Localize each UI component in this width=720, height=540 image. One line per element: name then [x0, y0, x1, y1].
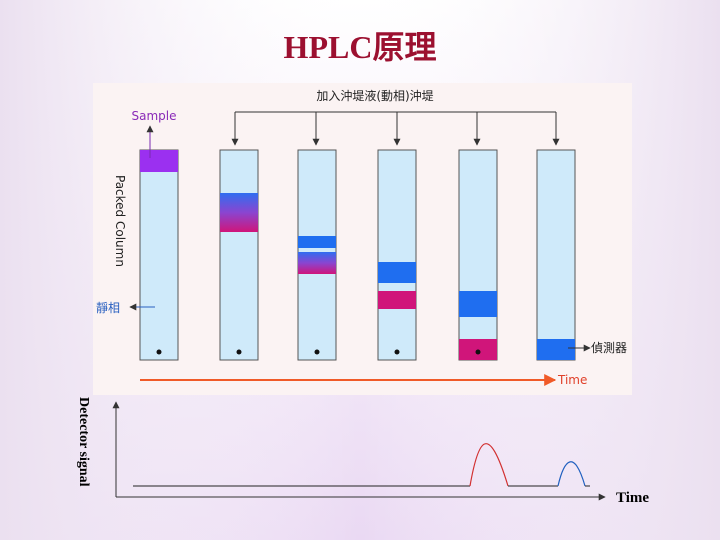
- y-label: Detector signal: [76, 397, 91, 487]
- outlet-dots: [156, 349, 481, 355]
- sample-band: [140, 150, 178, 172]
- columns: [139, 149, 576, 361]
- detector-label: 偵測器: [591, 341, 627, 355]
- sample-label: Sample: [132, 109, 177, 123]
- stationary-label: 靜相: [96, 301, 120, 315]
- blue-band: [537, 339, 575, 360]
- column: [458, 149, 498, 361]
- x-label: Time: [616, 490, 649, 506]
- column: [377, 149, 417, 361]
- dot: [394, 349, 400, 355]
- eluent-arrows: [129, 111, 591, 352]
- dot: [314, 349, 320, 355]
- title: HPLC原理: [284, 29, 437, 65]
- magenta-band: [378, 291, 416, 309]
- signal-plot: Detector signal Time: [76, 397, 649, 506]
- column: [219, 149, 259, 361]
- peak-blue: [557, 461, 586, 487]
- mixed-band: [220, 193, 258, 232]
- column: [139, 149, 179, 361]
- dot: [475, 349, 481, 355]
- eluent-label: 加入沖堤液(動相)沖堤: [316, 88, 433, 103]
- column-label: Packed Column: [113, 175, 127, 267]
- mixed-band: [298, 252, 336, 274]
- blue-band: [378, 262, 416, 283]
- blue-band: [459, 291, 497, 317]
- dot: [156, 349, 162, 355]
- dot: [236, 349, 242, 355]
- column: [536, 149, 576, 361]
- blue-band: [298, 236, 336, 248]
- time-label: Time: [557, 373, 587, 387]
- peak-red: [469, 443, 509, 487]
